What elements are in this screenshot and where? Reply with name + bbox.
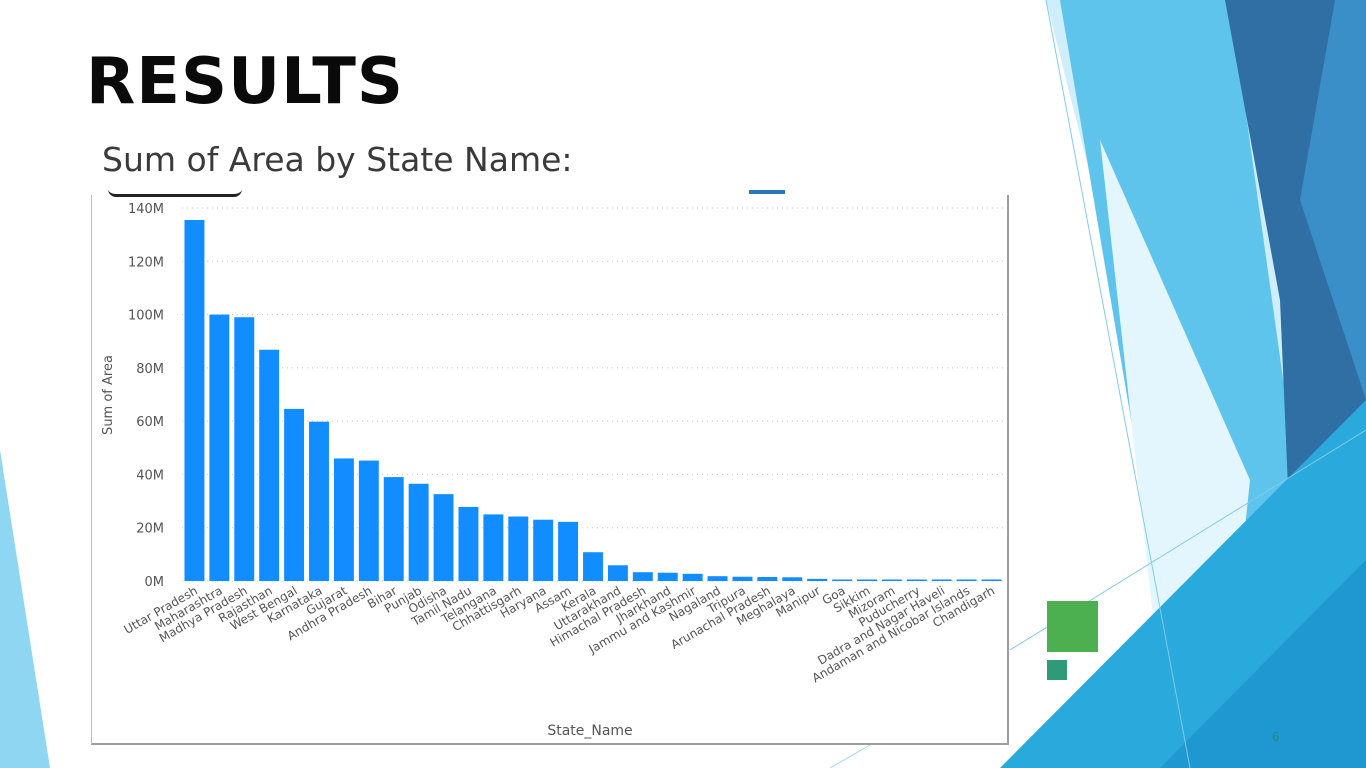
bar[interactable] [607, 565, 628, 581]
bar[interactable] [657, 572, 678, 581]
decor-teal-square [1047, 660, 1067, 680]
decor-bottom-mid-shard [1160, 560, 1366, 768]
visual-header-tab [749, 190, 785, 194]
bar[interactable] [483, 514, 504, 581]
slide-subtitle: Sum of Area by State Name: [102, 140, 573, 179]
bar[interactable] [906, 579, 927, 582]
y-axis-title: Sum of Area [101, 355, 116, 435]
bars [184, 219, 1002, 582]
y-tick-label: 60M [136, 415, 164, 430]
page-number: 6 [1272, 729, 1280, 744]
bar[interactable] [857, 579, 877, 582]
bar[interactable] [383, 477, 404, 581]
y-axis-ticks: 0M 20M 40M 60M 80M 100M 120M 140M [128, 202, 164, 590]
bar[interactable] [832, 579, 853, 582]
slide-title: RESULTS [86, 45, 404, 119]
bar[interactable] [508, 516, 529, 581]
bar[interactable] [309, 421, 329, 581]
bar[interactable] [931, 579, 952, 582]
bar[interactable] [358, 460, 379, 581]
y-tick-label: 140M [128, 202, 164, 217]
bar[interactable] [981, 579, 1002, 582]
decor-blue-shard [1300, 0, 1366, 400]
bar[interactable] [209, 314, 230, 581]
y-tick-label: 80M [136, 362, 164, 377]
bar[interactable] [732, 576, 753, 581]
decor-line-3 [829, 744, 871, 768]
bar[interactable] [259, 349, 280, 581]
x-axis-title: State_Name [547, 723, 632, 739]
y-tick-label: 20M [136, 522, 164, 537]
bar[interactable] [583, 552, 603, 581]
bar[interactable] [408, 483, 429, 581]
y-tick-label: 120M [128, 255, 164, 270]
visual-header-pill [108, 185, 242, 197]
decor-green-square [1047, 601, 1098, 652]
gridlines [182, 207, 1004, 582]
bar[interactable] [184, 219, 205, 581]
bar[interactable] [707, 576, 728, 581]
y-tick-label: 40M [136, 468, 164, 483]
bar[interactable] [234, 317, 255, 581]
bar[interactable] [533, 519, 554, 581]
bar[interactable] [333, 458, 354, 581]
y-tick-label: 100M [128, 309, 164, 324]
bar[interactable] [433, 494, 454, 581]
bar[interactable] [558, 521, 579, 581]
bar[interactable] [458, 506, 479, 581]
bar[interactable] [757, 577, 778, 581]
decor-left-shard [0, 450, 50, 768]
bar[interactable] [881, 579, 902, 582]
bar[interactable] [284, 408, 305, 581]
bar[interactable] [632, 572, 653, 581]
decor-line-1 [1045, 0, 1191, 768]
bar[interactable] [956, 579, 977, 582]
bar[interactable] [782, 577, 803, 581]
bar[interactable] [807, 578, 828, 581]
bar[interactable] [682, 573, 703, 581]
y-tick-label: 0M [145, 575, 165, 590]
